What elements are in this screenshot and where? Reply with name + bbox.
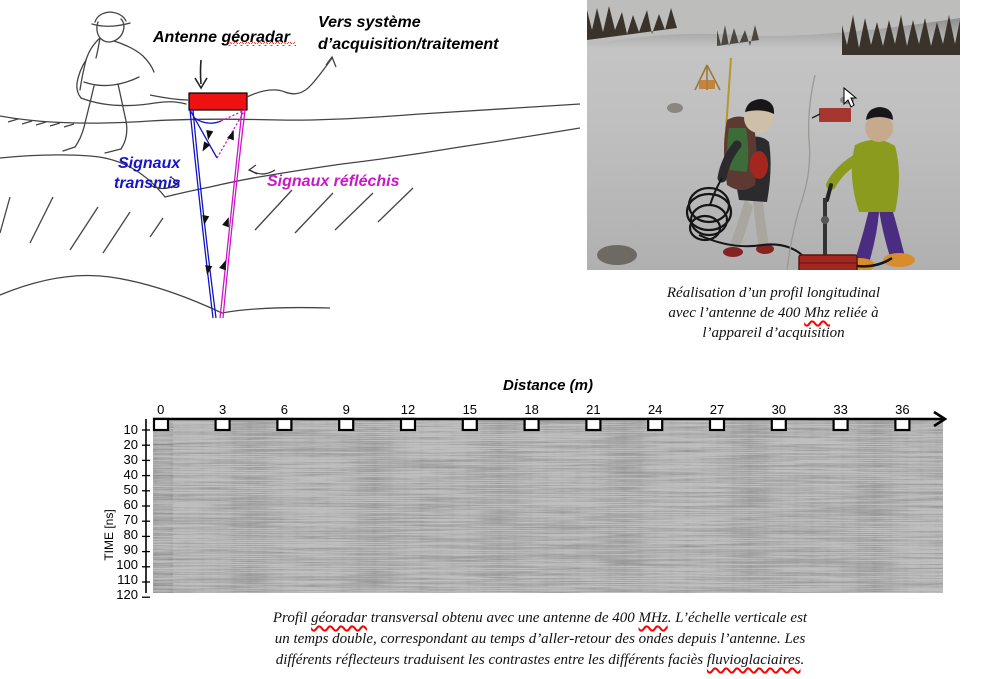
svg-text:3: 3 — [219, 402, 226, 417]
svg-text:30: 30 — [124, 452, 138, 467]
svg-text:33: 33 — [833, 402, 847, 417]
svg-text:100: 100 — [116, 557, 138, 572]
svg-text:12: 12 — [401, 402, 415, 417]
svg-text:15: 15 — [463, 402, 477, 417]
svg-text:24: 24 — [648, 402, 662, 417]
svg-text:60: 60 — [124, 497, 138, 512]
svg-text:6: 6 — [281, 402, 288, 417]
svg-text:110: 110 — [117, 572, 138, 587]
svg-text:30: 30 — [772, 402, 786, 417]
svg-text:70: 70 — [124, 512, 138, 527]
svg-text:120: 120 — [116, 587, 138, 602]
svg-text:TIME [ns]: TIME [ns] — [102, 509, 116, 560]
svg-text:10: 10 — [124, 422, 138, 437]
svg-text:9: 9 — [343, 402, 350, 417]
svg-text:90: 90 — [124, 542, 138, 557]
svg-text:0: 0 — [157, 402, 164, 417]
svg-text:21: 21 — [586, 402, 600, 417]
svg-text:20: 20 — [124, 437, 138, 452]
svg-text:27: 27 — [710, 402, 724, 417]
svg-text:36: 36 — [895, 402, 909, 417]
svg-text:40: 40 — [124, 467, 138, 482]
svg-text:80: 80 — [124, 527, 138, 542]
svg-text:18: 18 — [524, 402, 538, 417]
svg-text:50: 50 — [124, 482, 138, 497]
